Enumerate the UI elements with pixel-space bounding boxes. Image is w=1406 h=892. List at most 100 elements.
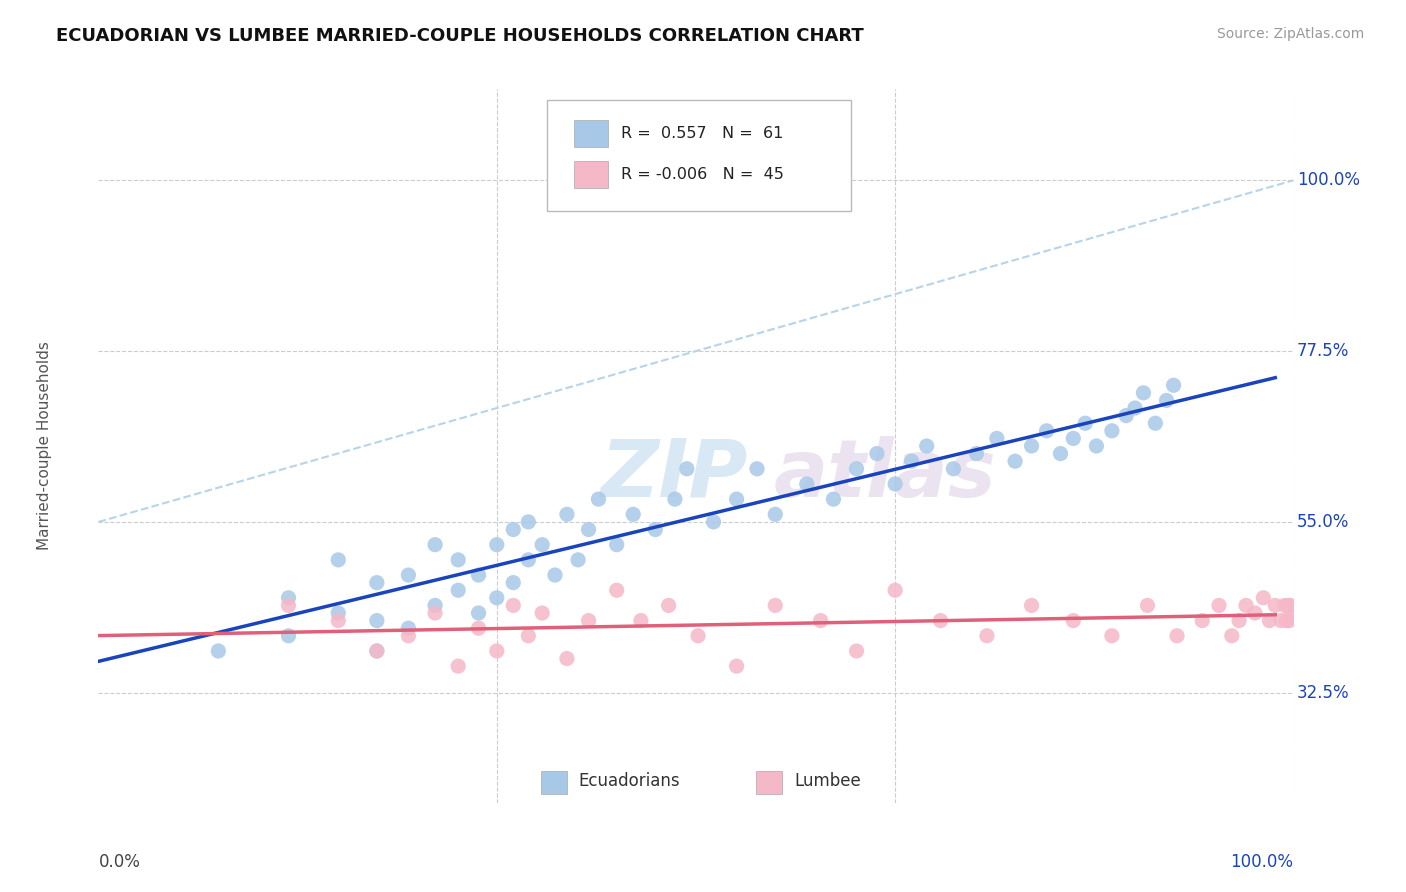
Point <box>502 523 524 537</box>
Text: 55.0%: 55.0% <box>1298 513 1350 531</box>
Point <box>644 523 666 537</box>
Point <box>915 439 938 453</box>
Point <box>1270 614 1292 628</box>
Point <box>328 614 350 628</box>
Point <box>1136 599 1159 613</box>
Point <box>366 644 388 658</box>
Text: Source: ZipAtlas.com: Source: ZipAtlas.com <box>1216 27 1364 41</box>
Point <box>277 599 299 613</box>
Point <box>745 462 768 476</box>
Point <box>396 629 419 643</box>
Point <box>1208 599 1230 613</box>
Point <box>845 644 868 658</box>
Point <box>328 553 350 567</box>
Point <box>277 591 299 605</box>
Point <box>1156 393 1178 408</box>
Text: R = -0.006   N =  45: R = -0.006 N = 45 <box>620 167 783 182</box>
Point <box>1101 629 1123 643</box>
Point <box>396 568 419 582</box>
Text: Married-couple Households: Married-couple Households <box>37 342 52 550</box>
Point <box>467 606 489 620</box>
Text: ECUADORIAN VS LUMBEE MARRIED-COUPLE HOUSEHOLDS CORRELATION CHART: ECUADORIAN VS LUMBEE MARRIED-COUPLE HOUS… <box>56 27 865 45</box>
Point <box>1163 378 1185 392</box>
Point <box>1021 439 1043 453</box>
Point <box>502 599 524 613</box>
Point <box>447 553 470 567</box>
Point <box>447 659 470 673</box>
Point <box>1264 599 1286 613</box>
Point <box>1062 431 1084 445</box>
Text: 32.5%: 32.5% <box>1298 684 1350 702</box>
Point <box>207 644 229 658</box>
Point <box>578 614 600 628</box>
Point <box>517 515 540 529</box>
Text: 100.0%: 100.0% <box>1230 853 1294 871</box>
Point <box>567 553 589 567</box>
Text: 100.0%: 100.0% <box>1298 171 1360 189</box>
Point <box>1220 629 1243 643</box>
Point <box>1123 401 1146 415</box>
Point <box>676 462 699 476</box>
Point <box>1166 629 1188 643</box>
Point <box>1234 599 1257 613</box>
Point <box>658 599 681 613</box>
Point <box>1074 416 1097 430</box>
Point <box>796 477 818 491</box>
Point <box>763 599 786 613</box>
Point <box>823 492 845 507</box>
Point <box>447 583 470 598</box>
Point <box>1021 599 1043 613</box>
Point <box>810 614 832 628</box>
Point <box>578 523 600 537</box>
Point <box>1253 591 1275 605</box>
Point <box>366 614 388 628</box>
Point <box>485 591 508 605</box>
Point <box>502 575 524 590</box>
Point <box>1085 439 1108 453</box>
Point <box>606 583 628 598</box>
Point <box>517 553 540 567</box>
Point <box>423 538 446 552</box>
Point <box>423 606 446 620</box>
Point <box>929 614 952 628</box>
Point <box>1275 614 1298 628</box>
Point <box>467 568 489 582</box>
Point <box>1258 614 1281 628</box>
Point <box>966 447 988 461</box>
Point <box>702 515 724 529</box>
Point <box>517 629 540 643</box>
Text: 77.5%: 77.5% <box>1298 343 1350 360</box>
Text: 0.0%: 0.0% <box>98 853 141 871</box>
Point <box>1035 424 1057 438</box>
Point <box>1279 599 1302 613</box>
Text: atlas: atlas <box>773 435 997 514</box>
Point <box>1277 599 1299 613</box>
Point <box>725 659 748 673</box>
Point <box>986 431 1008 445</box>
Point <box>845 462 868 476</box>
Point <box>1278 614 1301 628</box>
Point <box>1227 614 1250 628</box>
Point <box>328 606 350 620</box>
Point <box>1062 614 1084 628</box>
Point <box>1144 416 1167 430</box>
Point <box>1132 385 1154 400</box>
Point <box>606 538 628 552</box>
Point <box>884 477 907 491</box>
Point <box>423 599 446 613</box>
Point <box>555 651 578 665</box>
FancyBboxPatch shape <box>756 772 782 794</box>
Point <box>555 508 578 522</box>
Point <box>366 644 388 658</box>
Point <box>1115 409 1137 423</box>
Point <box>763 508 786 522</box>
Point <box>277 629 299 643</box>
Point <box>396 621 419 635</box>
Point <box>1004 454 1026 468</box>
Point <box>942 462 965 476</box>
Point <box>1049 447 1071 461</box>
Point <box>544 568 567 582</box>
Point <box>725 492 748 507</box>
FancyBboxPatch shape <box>574 161 607 187</box>
Point <box>467 621 489 635</box>
